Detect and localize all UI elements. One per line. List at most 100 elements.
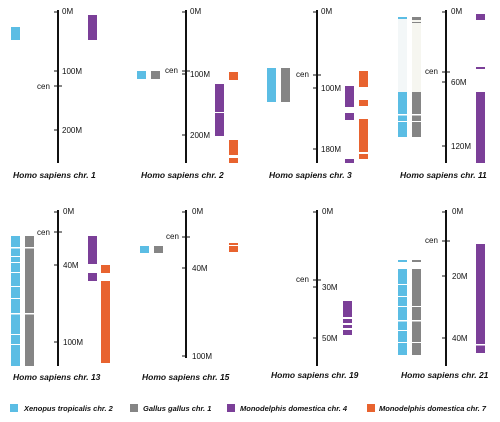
faint-region xyxy=(398,18,407,92)
block-mono4 xyxy=(88,236,97,264)
tick-label: 100M xyxy=(321,84,341,93)
panel-title: Homo sapiens chr. 15 xyxy=(142,372,230,382)
panel-title: Homo sapiens chr. 3 xyxy=(269,170,352,180)
legend-label: Monodelphis domestica chr. 4 xyxy=(240,404,348,413)
block-mono7 xyxy=(101,265,110,273)
panel-chr3: 0M 100M 180M cen Homo sapiens chr. 3 xyxy=(267,7,368,180)
tick-label: 200M xyxy=(62,126,82,135)
block-xenopus xyxy=(11,27,20,40)
block-xenopus xyxy=(267,68,276,102)
tick-label: 100M xyxy=(62,67,82,76)
tick-label: 40M xyxy=(452,334,468,343)
block-gallus xyxy=(281,68,290,102)
tick-label: 0M xyxy=(321,7,332,16)
centromere-label: cen xyxy=(425,67,438,76)
panel-chr21: 0M 20M 40M cen Homo sapiens chr. 21 xyxy=(398,207,489,380)
tick-label: 0M xyxy=(452,207,463,216)
panel-chr15: 0M 40M 100M cen Homo sapiens chr. 15 xyxy=(140,207,238,382)
centromere-label: cen xyxy=(296,70,309,79)
block-mono7 xyxy=(229,246,238,252)
block-mono7 xyxy=(359,154,368,159)
block-xenopus xyxy=(398,17,407,19)
block-mono4 xyxy=(343,330,352,335)
block-mono7 xyxy=(359,71,368,87)
tick-label: 40M xyxy=(63,261,79,270)
tick-label: 200M xyxy=(190,131,210,140)
panel-chr13: 0M 40M 100M cen Homo sapiens chr. 13 xyxy=(11,207,110,382)
tick-label: 40M xyxy=(192,264,208,273)
tick-label: 0M xyxy=(63,207,74,216)
panel-chr19: 0M 30M 50M cen Homo sapiens chr. 19 xyxy=(271,207,359,380)
tick-label: 0M xyxy=(192,207,203,216)
tick-label: 100M xyxy=(192,352,212,361)
tick-label: 0M xyxy=(322,207,333,216)
block-mono4 xyxy=(215,84,224,136)
block-mono4 xyxy=(476,244,485,353)
block-gallus xyxy=(412,269,421,355)
tick-label: 180M xyxy=(321,145,341,154)
panel-title: Homo sapiens chr. 1 xyxy=(13,170,96,180)
block-mono4 xyxy=(343,325,352,328)
legend-item-mono4: Monodelphis domestica chr. 4 xyxy=(227,404,348,413)
panel-title: Homo sapiens chr. 2 xyxy=(141,170,224,180)
legend-label: Xenopus tropicalis chr. 2 xyxy=(23,404,114,413)
block-gaps xyxy=(11,112,485,346)
tick-label: 30M xyxy=(322,283,338,292)
legend-item-gallus: Gallus gallus chr. 1 xyxy=(130,404,211,413)
block-mono4 xyxy=(345,113,354,120)
tick-label: 60M xyxy=(451,78,467,87)
block-mono7 xyxy=(359,100,368,106)
panel-title: Homo sapiens chr. 19 xyxy=(271,370,359,380)
legend-item-xenopus: Xenopus tropicalis chr. 2 xyxy=(10,404,114,413)
tick-label: 0M xyxy=(62,7,73,16)
panel-chr1: 0M 100M 200M cen Homo sapiens chr. 1 xyxy=(11,7,97,180)
block-gallus xyxy=(412,22,421,23)
panel-title: Homo sapiens chr. 11 xyxy=(400,170,487,180)
tick-label: 20M xyxy=(452,272,468,281)
block-mono7 xyxy=(229,243,238,245)
faint-region xyxy=(412,18,421,92)
tick-label: 50M xyxy=(322,334,338,343)
block-xenopus xyxy=(398,260,407,262)
block-gallus xyxy=(412,260,421,262)
tick-label: 0M xyxy=(451,7,462,16)
block-mono4 xyxy=(343,301,352,317)
block-gallus xyxy=(154,246,163,253)
tick-label: 100M xyxy=(190,70,210,79)
panel-title: Homo sapiens chr. 13 xyxy=(13,372,101,382)
legend-label: Gallus gallus chr. 1 xyxy=(143,404,211,413)
block-mono7 xyxy=(101,281,110,363)
centromere-label: cen xyxy=(425,236,438,245)
block-gallus xyxy=(412,17,421,20)
block-mono7 xyxy=(229,140,238,155)
block-mono4 xyxy=(88,273,97,281)
block-mono7 xyxy=(359,119,368,152)
legend-label: Monodelphis domestica chr. 7 xyxy=(379,404,487,413)
block-xenopus xyxy=(137,71,146,79)
block-mono4 xyxy=(343,319,352,323)
centromere-label: cen xyxy=(37,82,50,91)
block-mono4 xyxy=(88,15,97,40)
legend-swatch xyxy=(130,404,138,412)
block-xenopus xyxy=(11,236,20,366)
block-mono4 xyxy=(476,92,485,163)
centromere-label: cen xyxy=(296,275,309,284)
centromere-label: cen xyxy=(166,232,179,241)
block-gallus xyxy=(151,71,160,79)
block-mono4 xyxy=(345,86,354,107)
centromere-label: cen xyxy=(165,66,178,75)
legend-swatch xyxy=(10,404,18,412)
block-mono4 xyxy=(476,14,485,20)
block-mono4 xyxy=(476,67,485,69)
panel-title: Homo sapiens chr. 21 xyxy=(401,370,489,380)
tick-label: 0M xyxy=(190,7,201,16)
block-mono7 xyxy=(229,158,238,163)
centromere-label: cen xyxy=(37,228,50,237)
legend-swatch xyxy=(227,404,235,412)
block-gallus xyxy=(25,236,34,366)
legend: Xenopus tropicalis chr. 2 Gallus gallus … xyxy=(10,404,487,413)
tick-label: 100M xyxy=(63,338,83,347)
tick-label: 120M xyxy=(451,142,471,151)
block-xenopus xyxy=(398,269,407,355)
